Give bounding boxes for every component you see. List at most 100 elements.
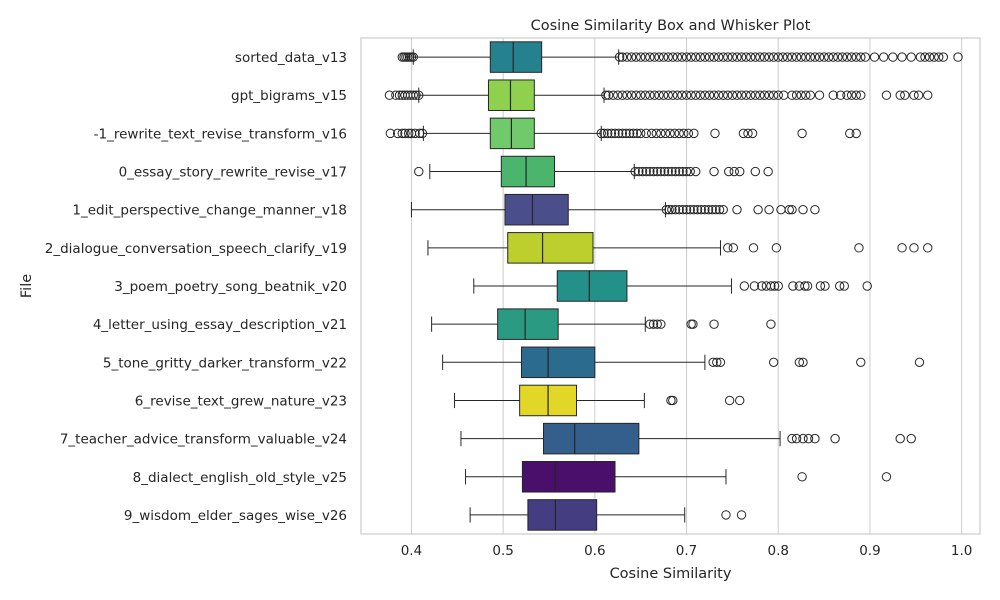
outlier-point — [685, 166, 695, 177]
outlier-point — [750, 90, 761, 100]
outlier-point — [601, 90, 611, 100]
outlier-point — [842, 90, 852, 100]
outlier-point — [689, 128, 699, 139]
outlier-point — [732, 52, 742, 62]
outlier-point — [677, 52, 687, 62]
outlier-point — [727, 52, 738, 62]
outlier-point — [668, 90, 678, 100]
chart-title: Cosine Similarity Box and Whisker Plot — [531, 18, 811, 34]
outlier-point — [670, 166, 681, 177]
x-axis-label: Cosine Similarity — [610, 566, 732, 582]
outlier-point — [659, 166, 670, 177]
box-group — [385, 117, 861, 150]
outlier-point — [810, 433, 820, 444]
outlier-point — [923, 90, 933, 100]
outlier-point — [757, 281, 767, 291]
outlier-point — [798, 357, 808, 368]
outlier-point — [723, 243, 733, 253]
outlier-point — [879, 52, 889, 62]
outlier-point — [661, 204, 672, 215]
outlier-point — [689, 204, 699, 215]
outlier-point — [678, 166, 688, 177]
outlier-point — [881, 90, 892, 100]
outlier-point — [417, 128, 428, 139]
outlier-point — [656, 166, 666, 177]
outlier-point — [805, 52, 816, 62]
outlier-point — [710, 128, 720, 139]
outlier-point — [663, 166, 673, 177]
outlier-point — [766, 281, 776, 291]
outlier-point — [392, 128, 403, 139]
outlier-point — [735, 395, 745, 406]
outlier-point — [691, 52, 701, 62]
box — [556, 270, 628, 302]
outlier-point — [728, 243, 739, 253]
x-tick-label: 0.6 — [584, 543, 605, 559]
outlier-point — [400, 128, 410, 139]
outlier-point — [681, 52, 692, 62]
x-tick-label: 0.7 — [676, 543, 697, 559]
outlier-point — [714, 204, 725, 215]
outlier-point — [787, 52, 797, 62]
y-category-label: 5_tone_gritty_darker_transform_v22 — [103, 355, 347, 371]
y-category-label: 4_letter_using_essay_description_v21 — [93, 317, 347, 333]
box-group — [427, 232, 933, 264]
outlier-point — [385, 128, 396, 139]
outlier-point — [626, 52, 637, 62]
outlier-point — [691, 90, 701, 100]
outlier-point — [721, 510, 731, 520]
outlier-point — [798, 433, 808, 444]
outlier-point — [695, 90, 706, 100]
outlier-point — [791, 90, 802, 100]
outlier-point — [645, 90, 655, 100]
outlier-point — [833, 52, 843, 62]
outlier-point — [626, 90, 637, 100]
outlier-point — [613, 90, 623, 100]
box — [520, 346, 596, 379]
outlier-point — [414, 166, 424, 177]
outlier-point — [897, 243, 907, 253]
box-group — [431, 308, 776, 340]
outlier-point — [692, 204, 703, 215]
outlier-point — [708, 357, 718, 368]
x-tick-label: 0.5 — [492, 543, 513, 559]
outlier-point — [410, 128, 420, 139]
outlier-point — [830, 433, 840, 444]
outlier-point — [834, 281, 845, 291]
outlier-point — [797, 128, 807, 139]
outlier-point — [700, 52, 710, 62]
outlier-point — [656, 128, 666, 139]
box-group — [384, 79, 933, 111]
outlier-point — [851, 128, 861, 139]
outlier-point — [929, 52, 939, 62]
outlier-point — [704, 52, 715, 62]
outlier-point — [851, 52, 861, 62]
outlier-point — [862, 281, 872, 291]
outlier-point — [663, 90, 673, 100]
outlier-point — [617, 128, 628, 139]
outlier-point — [713, 90, 724, 100]
outlier-point — [755, 52, 765, 62]
outlier-point — [602, 128, 613, 139]
outlier-point — [856, 90, 866, 100]
outlier-point — [715, 357, 726, 368]
outlier-point — [718, 204, 728, 215]
outlier-point — [796, 52, 806, 62]
outlier-point — [667, 204, 677, 215]
outlier-point — [743, 128, 753, 139]
outlier-point — [913, 90, 924, 100]
outlier-point — [635, 90, 646, 100]
outlier-point — [700, 204, 710, 215]
outlier-point — [670, 204, 681, 215]
outlier-point — [787, 433, 797, 444]
outlier-point — [654, 52, 664, 62]
outlier-point — [749, 281, 760, 291]
outlier-point — [686, 90, 696, 100]
outlier-point — [839, 281, 849, 291]
outlier-point — [700, 90, 710, 100]
outlier-point — [909, 243, 919, 253]
outlier-point — [835, 90, 846, 100]
outlier-point — [814, 52, 825, 62]
outlier-point — [713, 52, 724, 62]
